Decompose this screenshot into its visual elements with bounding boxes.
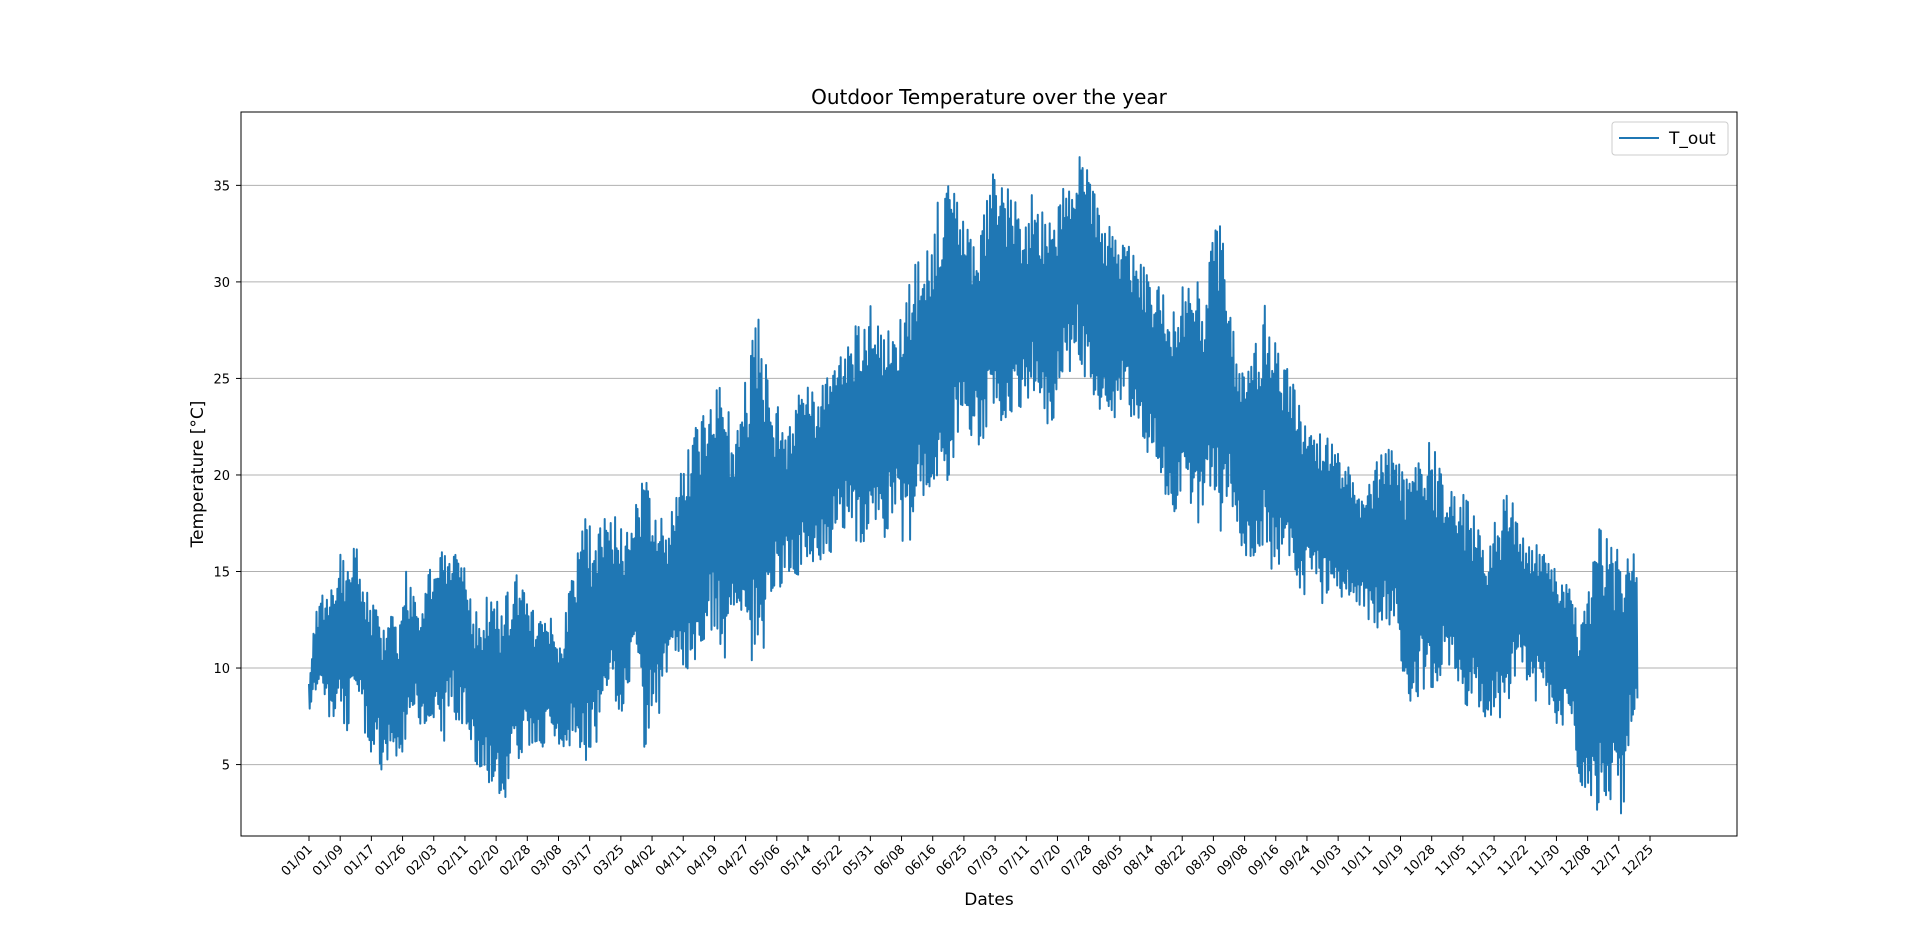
y-axis-ticks: 5 10 15 20 25 30 35: [213, 179, 241, 774]
y-tick-label: 10: [213, 662, 230, 677]
y-tick-label: 30: [213, 276, 230, 291]
series-t-out: [308, 156, 1639, 815]
legend: T_out: [1611, 121, 1729, 156]
plot-frame: [240, 111, 1738, 837]
y-axis-label: Temperature [°C]: [188, 401, 208, 549]
y-tick-label: 25: [213, 372, 230, 387]
y-tick-label: 20: [213, 469, 230, 484]
y-tick-label: 15: [213, 565, 230, 580]
legend-label-t-out: T_out: [1668, 129, 1716, 149]
y-tick-label: 35: [213, 179, 230, 194]
x-axis-label: Dates: [964, 890, 1014, 910]
legend-box: [1611, 121, 1729, 156]
chart-title: Outdoor Temperature over the year: [811, 85, 1168, 109]
series-line-t-out: [308, 156, 1639, 815]
y-tick-label: 5: [222, 759, 230, 774]
